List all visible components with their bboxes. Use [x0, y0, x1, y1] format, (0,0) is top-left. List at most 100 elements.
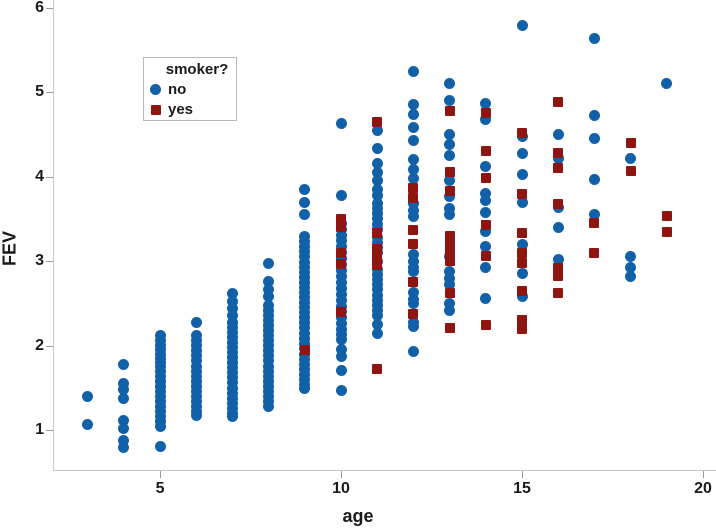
data-point-no[interactable] — [335, 351, 347, 363]
data-point-yes[interactable] — [480, 146, 491, 157]
data-point-yes[interactable] — [661, 226, 672, 237]
data-point-yes[interactable] — [625, 137, 636, 148]
data-point-no[interactable] — [335, 334, 347, 346]
data-point-no[interactable] — [335, 241, 347, 253]
data-point-yes[interactable] — [408, 239, 419, 250]
data-point-no[interactable] — [190, 409, 202, 421]
data-point-no[interactable] — [118, 414, 130, 426]
data-point-no[interactable] — [118, 358, 130, 370]
data-point-yes[interactable] — [444, 166, 455, 177]
data-point-yes[interactable] — [480, 173, 491, 184]
data-point-no[interactable] — [552, 254, 564, 265]
data-point-no[interactable] — [299, 382, 311, 394]
data-point-no[interactable] — [444, 78, 456, 90]
data-point-no[interactable] — [371, 183, 383, 195]
data-point-no[interactable] — [480, 188, 492, 200]
data-point-no[interactable] — [444, 209, 456, 221]
data-point-yes[interactable] — [517, 188, 528, 199]
data-point-no[interactable] — [516, 196, 528, 208]
data-point-no[interactable] — [154, 421, 166, 433]
data-point-no[interactable] — [407, 297, 419, 309]
data-point-no[interactable] — [480, 262, 492, 274]
data-point-yes[interactable] — [372, 364, 383, 375]
data-point-no[interactable] — [371, 124, 383, 136]
data-point-yes[interactable] — [444, 105, 455, 116]
data-point-yes[interactable] — [372, 260, 383, 271]
data-point-no[interactable] — [407, 134, 419, 146]
data-point-no[interactable] — [335, 265, 347, 276]
data-point-no[interactable] — [407, 172, 419, 184]
data-point-no[interactable] — [371, 166, 383, 178]
data-point-yes[interactable] — [444, 246, 455, 257]
data-point-no[interactable] — [480, 241, 492, 253]
data-point-no[interactable] — [444, 175, 456, 187]
data-point-no[interactable] — [335, 294, 347, 306]
data-point-no[interactable] — [371, 309, 383, 321]
data-point-yes[interactable] — [444, 322, 455, 333]
data-point-no[interactable] — [407, 122, 419, 134]
data-point-no[interactable] — [661, 78, 673, 90]
data-point-no[interactable] — [407, 99, 419, 111]
data-point-no[interactable] — [335, 235, 347, 247]
data-point-yes[interactable] — [299, 344, 310, 355]
data-point-no[interactable] — [371, 327, 383, 339]
data-point-yes[interactable] — [517, 315, 528, 326]
data-point-yes[interactable] — [480, 108, 491, 119]
data-point-no[interactable] — [407, 154, 419, 166]
data-point-no[interactable] — [335, 385, 347, 397]
data-point-no[interactable] — [444, 191, 456, 203]
data-point-no[interactable] — [588, 173, 600, 185]
data-point-yes[interactable] — [408, 192, 419, 203]
data-point-yes[interactable] — [444, 230, 455, 241]
data-point-no[interactable] — [588, 110, 600, 122]
data-point-yes[interactable] — [517, 285, 528, 296]
data-point-yes[interactable] — [625, 165, 636, 176]
data-point-no[interactable] — [227, 309, 238, 321]
data-point-yes[interactable] — [517, 323, 528, 334]
data-point-no[interactable] — [154, 440, 166, 452]
data-point-no[interactable] — [190, 317, 202, 329]
data-point-no[interactable] — [516, 147, 528, 159]
data-point-no[interactable] — [227, 411, 238, 423]
data-point-yes[interactable] — [517, 228, 528, 239]
data-point-yes[interactable] — [480, 219, 491, 230]
data-point-no[interactable] — [552, 221, 564, 233]
data-point-no[interactable] — [227, 296, 238, 308]
data-point-no[interactable] — [82, 418, 94, 430]
data-point-no[interactable] — [118, 423, 130, 435]
data-point-no[interactable] — [552, 128, 564, 140]
data-point-no[interactable] — [371, 143, 383, 155]
data-point-no[interactable] — [588, 133, 600, 145]
data-point-no[interactable] — [335, 253, 347, 265]
data-point-no[interactable] — [118, 434, 130, 446]
data-point-yes[interactable] — [408, 308, 419, 319]
data-point-yes[interactable] — [553, 163, 564, 174]
data-point-no[interactable] — [516, 267, 528, 279]
data-point-no[interactable] — [407, 164, 419, 176]
data-point-yes[interactable] — [444, 186, 455, 197]
data-point-no[interactable] — [263, 283, 275, 295]
data-point-yes[interactable] — [444, 256, 455, 267]
data-point-no[interactable] — [625, 262, 637, 274]
data-point-no[interactable] — [407, 66, 419, 78]
data-point-no[interactable] — [299, 197, 311, 209]
data-point-no[interactable] — [407, 255, 419, 267]
data-point-no[interactable] — [82, 390, 94, 402]
legend-item-yes[interactable]: yes — [144, 100, 236, 121]
data-point-no[interactable] — [480, 226, 492, 238]
data-point-yes[interactable] — [517, 247, 528, 258]
data-point-no[interactable] — [516, 169, 528, 181]
data-point-yes[interactable] — [372, 243, 383, 254]
data-point-yes[interactable] — [553, 97, 564, 108]
data-point-no[interactable] — [444, 95, 456, 107]
data-point-yes[interactable] — [553, 148, 564, 158]
data-point-no[interactable] — [335, 312, 347, 324]
data-point-yes[interactable] — [589, 218, 600, 229]
data-point-yes[interactable] — [553, 262, 564, 273]
data-point-no[interactable] — [407, 204, 419, 216]
data-point-yes[interactable] — [589, 247, 600, 258]
data-point-no[interactable] — [118, 384, 130, 396]
data-point-no[interactable] — [407, 286, 419, 298]
data-point-yes[interactable] — [553, 198, 564, 209]
data-point-yes[interactable] — [553, 288, 564, 299]
